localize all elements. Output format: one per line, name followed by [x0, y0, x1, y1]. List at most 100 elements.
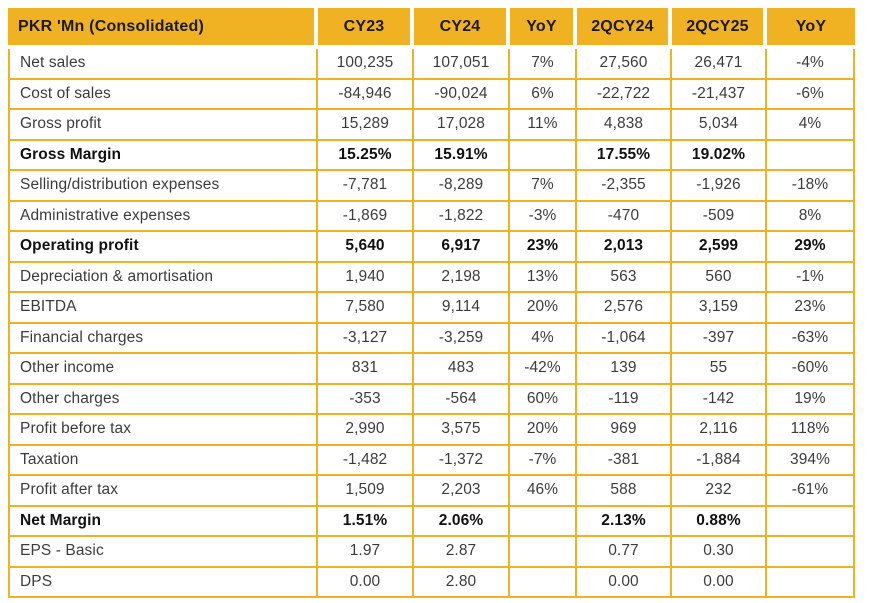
cell-cy23: -353 [318, 384, 414, 415]
row-label: Depreciation & amortisation [8, 262, 318, 293]
cell-cy24: -564 [414, 384, 510, 415]
cell-2qcy24: 27,560 [577, 49, 672, 80]
cell-2qcy25: 55 [672, 354, 767, 385]
table-row-net-margin: Net Margin 1.51% 2.06% 2.13% 0.88% [8, 506, 855, 537]
cell-yoy-q: -4% [767, 49, 855, 80]
row-label: EPS - Basic [8, 537, 318, 568]
cell-yoy: -42% [510, 354, 577, 385]
column-header-cy24: CY24 [414, 8, 510, 49]
cell-2qcy24: 588 [577, 476, 672, 507]
cell-cy23: 1,940 [318, 262, 414, 293]
cell-2qcy24: -470 [577, 201, 672, 232]
table-row: Other income 831 483 -42% 139 55 -60% [8, 354, 855, 385]
cell-cy24: 9,114 [414, 293, 510, 324]
cell-2qcy24: 17.55% [577, 140, 672, 171]
cell-2qcy24: 0.00 [577, 567, 672, 598]
row-label: EBITDA [8, 293, 318, 324]
row-label: Net sales [8, 49, 318, 80]
cell-cy23: 100,235 [318, 49, 414, 80]
cell-cy24: -90,024 [414, 79, 510, 110]
cell-cy24: 2.87 [414, 537, 510, 568]
cell-2qcy25: -21,437 [672, 79, 767, 110]
cell-2qcy25: -1,884 [672, 445, 767, 476]
cell-2qcy25: 3,159 [672, 293, 767, 324]
cell-cy24: 15.91% [414, 140, 510, 171]
table-row: Taxation -1,482 -1,372 -7% -381 -1,884 3… [8, 445, 855, 476]
table-row-operating-profit: Operating profit 5,640 6,917 23% 2,013 2… [8, 232, 855, 263]
cell-cy23: 15,289 [318, 110, 414, 141]
cell-2qcy24: 563 [577, 262, 672, 293]
row-label: Net Margin [8, 506, 318, 537]
cell-2qcy24: 2,576 [577, 293, 672, 324]
cell-2qcy25: 26,471 [672, 49, 767, 80]
cell-cy23: 7,580 [318, 293, 414, 324]
cell-yoy-q: 4% [767, 110, 855, 141]
cell-2qcy24: 4,838 [577, 110, 672, 141]
cell-cy23: -84,946 [318, 79, 414, 110]
cell-yoy: 7% [510, 171, 577, 202]
cell-yoy-q: 118% [767, 415, 855, 446]
cell-yoy-q: 19% [767, 384, 855, 415]
cell-yoy-q: -61% [767, 476, 855, 507]
table-row: Profit before tax 2,990 3,575 20% 969 2,… [8, 415, 855, 446]
row-label: Gross Margin [8, 140, 318, 171]
cell-yoy: 46% [510, 476, 577, 507]
cell-cy23: -1,482 [318, 445, 414, 476]
cell-2qcy25: 5,034 [672, 110, 767, 141]
cell-2qcy25: 232 [672, 476, 767, 507]
cell-cy24: -1,372 [414, 445, 510, 476]
cell-yoy: 23% [510, 232, 577, 263]
row-label: Operating profit [8, 232, 318, 263]
column-header-title: PKR 'Mn (Consolidated) [8, 8, 318, 49]
cell-yoy-q: 29% [767, 232, 855, 263]
cell-2qcy24: -1,064 [577, 323, 672, 354]
cell-cy24: 2,203 [414, 476, 510, 507]
cell-yoy-q: -60% [767, 354, 855, 385]
cell-cy23: 15.25% [318, 140, 414, 171]
cell-yoy: 20% [510, 293, 577, 324]
cell-2qcy24: -22,722 [577, 79, 672, 110]
cell-cy24: 107,051 [414, 49, 510, 80]
cell-yoy-q [767, 140, 855, 171]
table-row: Profit after tax 1,509 2,203 46% 588 232… [8, 476, 855, 507]
table-row: Cost of sales -84,946 -90,024 6% -22,722… [8, 79, 855, 110]
cell-cy23: 1,509 [318, 476, 414, 507]
column-header-cy23: CY23 [318, 8, 414, 49]
row-label: Other charges [8, 384, 318, 415]
cell-cy24: 483 [414, 354, 510, 385]
cell-2qcy24: -2,355 [577, 171, 672, 202]
cell-yoy-q [767, 506, 855, 537]
table-row: Net sales 100,235 107,051 7% 27,560 26,4… [8, 49, 855, 80]
cell-2qcy24: -381 [577, 445, 672, 476]
table-row: Selling/distribution expenses -7,781 -8,… [8, 171, 855, 202]
cell-cy24: -8,289 [414, 171, 510, 202]
cell-cy24: -1,822 [414, 201, 510, 232]
cell-yoy: -7% [510, 445, 577, 476]
cell-cy23: 1.97 [318, 537, 414, 568]
cell-yoy [510, 140, 577, 171]
table-row: Depreciation & amortisation 1,940 2,198 … [8, 262, 855, 293]
cell-yoy-q: 394% [767, 445, 855, 476]
cell-2qcy25: -142 [672, 384, 767, 415]
row-label: Cost of sales [8, 79, 318, 110]
cell-2qcy25: 0.00 [672, 567, 767, 598]
cell-yoy-q [767, 567, 855, 598]
cell-2qcy25: -1,926 [672, 171, 767, 202]
table-row: EBITDA 7,580 9,114 20% 2,576 3,159 23% [8, 293, 855, 324]
cell-cy23: 5,640 [318, 232, 414, 263]
table-row: Financial charges -3,127 -3,259 4% -1,06… [8, 323, 855, 354]
cell-cy23: 2,990 [318, 415, 414, 446]
cell-yoy [510, 567, 577, 598]
cell-cy24: 6,917 [414, 232, 510, 263]
cell-cy24: 2,198 [414, 262, 510, 293]
cell-cy23: 0.00 [318, 567, 414, 598]
cell-2qcy25: 2,116 [672, 415, 767, 446]
cell-yoy-q: -63% [767, 323, 855, 354]
cell-cy24: 2.06% [414, 506, 510, 537]
cell-cy23: -1,869 [318, 201, 414, 232]
cell-2qcy24: 139 [577, 354, 672, 385]
column-header-yoy-q: YoY [767, 8, 855, 49]
cell-2qcy24: -119 [577, 384, 672, 415]
table-row: EPS - Basic 1.97 2.87 0.77 0.30 [8, 537, 855, 568]
